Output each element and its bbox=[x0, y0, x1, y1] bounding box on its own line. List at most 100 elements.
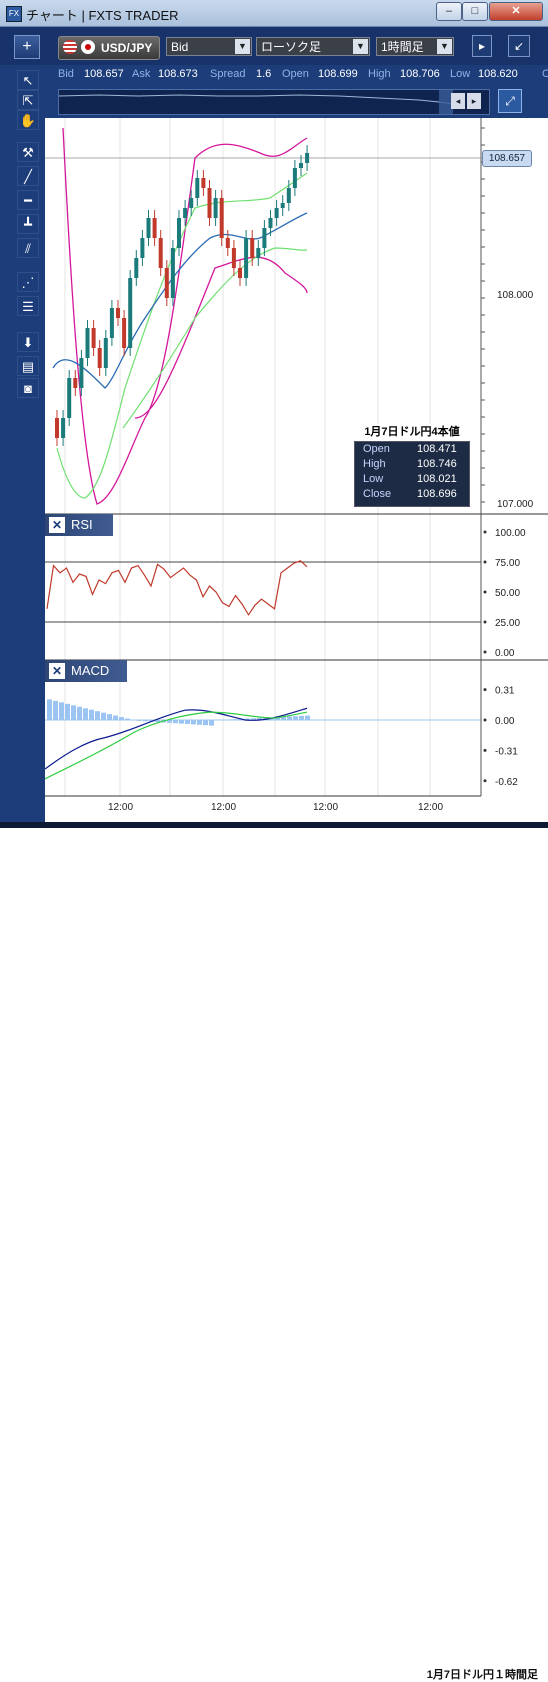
trend-line-icon[interactable]: ╱ bbox=[17, 166, 39, 186]
candle bbox=[238, 268, 242, 278]
macd-tick-dot bbox=[483, 718, 487, 722]
vertical-line-icon[interactable]: ┻ bbox=[17, 214, 39, 234]
chart-area[interactable]: 108.000 107.000 12:00 12:00 12:00 12:00 100.0… bbox=[45, 118, 548, 828]
current-price-tag: 108.657 bbox=[482, 150, 532, 167]
add-chart-button[interactable]: + bbox=[14, 35, 40, 59]
candle bbox=[305, 153, 310, 163]
macd-histogram-bar bbox=[221, 719, 226, 721]
macd-histogram-bar bbox=[77, 706, 82, 721]
macd-histogram-bar bbox=[281, 716, 286, 721]
macd-histogram-bar bbox=[113, 715, 118, 721]
window-title: チャート | FXTS TRADER bbox=[26, 8, 179, 23]
candle bbox=[122, 318, 127, 348]
macd-histogram-bar bbox=[101, 712, 106, 721]
close-indicator-icon[interactable]: ✕ bbox=[49, 517, 65, 533]
macd-histogram-bar bbox=[47, 699, 52, 721]
macd-histogram-bar bbox=[167, 720, 172, 723]
hammer-tool-icon[interactable]: ⚒ bbox=[17, 142, 39, 162]
time-tick-label: 12:00 bbox=[211, 802, 236, 813]
bollinger-upper-inner-line bbox=[56, 172, 308, 499]
candle bbox=[55, 418, 59, 438]
chevron-down-icon: ▼ bbox=[353, 39, 368, 54]
candle bbox=[231, 248, 236, 268]
timeframe-dropdown[interactable]: 1時間足 ▼ bbox=[376, 37, 454, 56]
fan-tool-icon[interactable]: ⋰ bbox=[17, 272, 39, 292]
figure-caption: 1月7日ドル円１時間足 bbox=[426, 1669, 538, 1681]
timeframe-value: 1時間足 bbox=[381, 40, 424, 54]
high-label: High bbox=[368, 68, 391, 80]
macd-histogram-bar bbox=[209, 720, 214, 726]
rsi-tick-dot bbox=[483, 530, 487, 534]
macd-histogram-bar bbox=[137, 720, 142, 721]
download-icon[interactable]: ⬇ bbox=[17, 332, 39, 352]
macd-histogram-bar bbox=[71, 705, 76, 721]
macd-histogram-bar bbox=[53, 700, 58, 721]
candle bbox=[140, 238, 145, 258]
macd-histogram-bar bbox=[131, 720, 136, 721]
macd-histogram-bar bbox=[155, 720, 160, 723]
chart-type-dropdown[interactable]: ローソク足 ▼ bbox=[256, 37, 370, 56]
jp-flag-icon bbox=[81, 40, 95, 54]
ohlc-value: 108.746 bbox=[417, 458, 457, 470]
macd-histogram-bar bbox=[245, 718, 250, 721]
fibonacci-icon[interactable]: ☰ bbox=[17, 296, 39, 316]
price-side-dropdown[interactable]: Bid ▼ bbox=[166, 37, 252, 56]
macd-tick-label: 0.00 bbox=[495, 716, 515, 727]
panel-toggle-icon[interactable]: ▸ bbox=[472, 35, 492, 57]
hand-tool-icon[interactable]: ✋ bbox=[17, 110, 39, 130]
quote-bar: Bid 108.657 Ask 108.673 Spread 1.6 Open … bbox=[46, 66, 548, 82]
rsi-tick-dot bbox=[483, 650, 487, 654]
scroll-right-button[interactable]: ▸ bbox=[467, 93, 481, 109]
candle bbox=[225, 238, 230, 248]
macd-tick-dot bbox=[483, 688, 487, 692]
macd-tick-label: 0.31 bbox=[495, 686, 515, 697]
macd-histogram-bar bbox=[143, 720, 148, 722]
rsi-tick-dot bbox=[483, 560, 487, 564]
crosshair-cursor-icon[interactable]: ⇱ bbox=[17, 90, 39, 110]
candle bbox=[286, 188, 291, 203]
macd-histogram-bar bbox=[191, 720, 196, 725]
scroll-left-button[interactable]: ◂ bbox=[451, 93, 465, 109]
minimize-button[interactable]: – bbox=[436, 2, 462, 21]
time-tick-label: 12:00 bbox=[313, 802, 338, 813]
close-button[interactable]: ✕ bbox=[489, 2, 543, 21]
macd-histogram-bar bbox=[275, 717, 280, 721]
list-icon[interactable]: ▤ bbox=[17, 356, 39, 376]
macd-histogram-bar bbox=[95, 711, 100, 721]
camera-icon[interactable]: ◙ bbox=[17, 378, 39, 398]
macd-histogram-bar bbox=[305, 715, 310, 721]
macd-tick-dot bbox=[483, 748, 487, 752]
select-cursor-icon[interactable]: ↖ bbox=[17, 70, 39, 90]
ohlc-label: Open bbox=[363, 443, 390, 455]
macd-histogram-bar bbox=[233, 719, 238, 721]
parallel-lines-icon[interactable]: ⫽ bbox=[17, 238, 39, 258]
candle bbox=[250, 238, 255, 258]
open-value: 108.699 bbox=[318, 68, 358, 80]
macd-histogram-bar bbox=[257, 717, 262, 721]
chart-navigator[interactable]: ◂ ▸ bbox=[58, 89, 490, 115]
symbol-selector[interactable]: USD/JPY bbox=[58, 36, 160, 60]
expand-chart-icon[interactable]: ⤢ bbox=[498, 89, 522, 113]
time-tick-label: 12:00 bbox=[108, 802, 133, 813]
candle bbox=[164, 268, 169, 298]
candle bbox=[85, 328, 90, 358]
macd-histogram-bar bbox=[179, 720, 184, 724]
low-value: 108.620 bbox=[478, 68, 518, 80]
rsi-tick-label: 75.00 bbox=[495, 558, 520, 569]
symbol-label: USD/JPY bbox=[101, 41, 153, 55]
horizontal-line-icon[interactable]: ━ bbox=[17, 190, 39, 210]
candle bbox=[152, 218, 157, 238]
candle bbox=[280, 203, 285, 208]
macd-histogram-bar bbox=[185, 720, 190, 725]
spread-label: Spread bbox=[210, 68, 246, 80]
undock-icon[interactable]: ↙ bbox=[508, 35, 530, 57]
maximize-button[interactable]: □ bbox=[462, 2, 488, 21]
candle bbox=[207, 188, 212, 218]
macd-histogram-bar bbox=[65, 703, 70, 721]
chart-canvas: 108.000 107.000 12:00 12:00 12:00 12:00 100.0… bbox=[45, 118, 548, 813]
close-indicator-icon[interactable]: ✕ bbox=[49, 663, 65, 679]
navigator-sparkline bbox=[59, 90, 455, 114]
caption-area: 1月7日ドル円１時間足 bbox=[0, 828, 548, 1681]
chart-toolbar: + USD/JPY Bid ▼ ローソク足 ▼ 1時間足 ▼ ▸ ↙ bbox=[0, 27, 548, 65]
bollinger-lower-inner-line bbox=[122, 247, 308, 429]
